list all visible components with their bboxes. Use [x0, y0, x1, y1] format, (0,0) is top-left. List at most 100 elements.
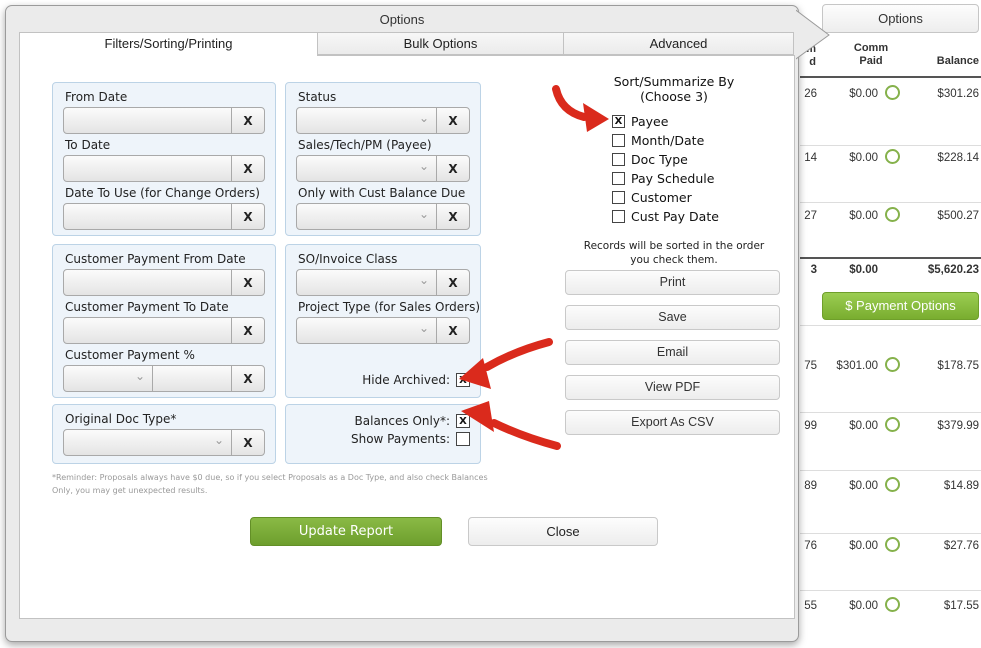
- customer-payment-filters-group: Customer Payment From Date X Customer Pa…: [52, 244, 276, 398]
- cust-payment-pct-select[interactable]: ⌄: [64, 366, 152, 391]
- original-doc-type-select[interactable]: ⌄: [64, 430, 231, 455]
- sales-tech-pm-control: ⌄ X: [296, 155, 470, 182]
- balance-cell: $27.76: [943, 540, 979, 552]
- status-circle-icon[interactable]: [885, 149, 900, 164]
- table-row: 89 $0.00 $14.89: [800, 477, 981, 498]
- cust-balance-due-clear-button[interactable]: X: [436, 204, 469, 229]
- status-circle-icon[interactable]: [885, 537, 900, 552]
- update-report-button[interactable]: Update Report: [250, 517, 442, 546]
- status-circle-icon[interactable]: [885, 477, 900, 492]
- customer-label: Customer: [631, 190, 692, 205]
- hide-archived-label: Hide Archived:: [362, 373, 450, 387]
- total-divider: [800, 257, 981, 259]
- pay-schedule-label: Pay Schedule: [631, 171, 715, 186]
- sort-subtitle: (Choose 3): [640, 89, 708, 104]
- cust-payment-pct-clear-button[interactable]: X: [231, 366, 264, 391]
- original-doc-type-control: ⌄ X: [63, 429, 265, 456]
- comm-header-line: Paid: [859, 55, 883, 67]
- cust-payment-to-clear-button[interactable]: X: [231, 318, 264, 343]
- status-circle-icon[interactable]: [885, 357, 900, 372]
- row-divider: [800, 145, 981, 146]
- project-type-clear-button[interactable]: X: [436, 318, 469, 343]
- status-filters-group: Status ⌄ X Sales/Tech/PM (Payee) ⌄ X Onl…: [285, 82, 481, 236]
- doc-type-checkbox[interactable]: [612, 153, 625, 166]
- tab-bulk-options[interactable]: Bulk Options: [317, 32, 564, 55]
- clipped-header-line: d: [809, 56, 816, 68]
- email-button[interactable]: Email: [565, 340, 780, 365]
- comm-paid-cell: $0.00: [849, 540, 878, 552]
- tab-advanced[interactable]: Advanced: [563, 32, 794, 55]
- column-header-comm-paid: Comm Paid: [840, 42, 902, 68]
- date-to-use-clear-button[interactable]: X: [231, 204, 264, 229]
- status-circle-icon[interactable]: [885, 597, 900, 612]
- cust-balance-due-select[interactable]: ⌄: [297, 204, 436, 229]
- status-control: ⌄ X: [296, 107, 470, 134]
- balance-cell: $228.14: [937, 152, 979, 164]
- status-clear-button[interactable]: X: [436, 108, 469, 133]
- clipped-cell: 14: [804, 152, 817, 164]
- payment-options-button[interactable]: $ Payment Options: [822, 292, 979, 320]
- cust-pay-date-checkbox[interactable]: [612, 210, 625, 223]
- to-date-input[interactable]: [64, 156, 231, 181]
- tab-bar: Filters/Sorting/Printing Bulk Options Ad…: [19, 32, 795, 56]
- field-label: Sales/Tech/PM (Payee): [298, 138, 432, 152]
- sort-title: Sort/Summarize By: [613, 74, 735, 89]
- from-date-input[interactable]: [64, 108, 231, 133]
- date-to-use-input[interactable]: [64, 204, 231, 229]
- status-select[interactable]: ⌄: [297, 108, 436, 133]
- comm-paid-cell: $0.00: [849, 210, 878, 222]
- pay-schedule-checkbox[interactable]: [612, 172, 625, 185]
- original-doc-type-group: Original Doc Type* ⌄ X: [52, 404, 276, 464]
- close-button[interactable]: Close: [468, 517, 658, 546]
- chevron-down-icon: ⌄: [418, 273, 429, 287]
- chevron-down-icon: ⌄: [418, 207, 429, 221]
- tab-filters-sorting-printing[interactable]: Filters/Sorting/Printing: [19, 32, 318, 56]
- clipped-cell: 89: [804, 480, 817, 492]
- field-label: Status: [298, 90, 337, 104]
- comm-paid-cell: $0.00: [849, 600, 878, 612]
- clipped-cell: 27: [804, 210, 817, 222]
- status-circle-icon[interactable]: [885, 85, 900, 100]
- to-date-clear-button[interactable]: X: [231, 156, 264, 181]
- show-payments-checkbox[interactable]: [456, 432, 470, 446]
- popover-pointer: [796, 9, 830, 60]
- export-csv-button[interactable]: Export As CSV: [565, 410, 780, 435]
- from-date-clear-button[interactable]: X: [231, 108, 264, 133]
- payee-checkbox[interactable]: X: [612, 115, 625, 128]
- chevron-down-icon: ⌄: [213, 433, 224, 447]
- save-button[interactable]: Save: [565, 305, 780, 330]
- balances-only-checkbox[interactable]: X: [456, 414, 470, 428]
- view-pdf-button[interactable]: View PDF: [565, 375, 780, 400]
- project-type-select[interactable]: ⌄: [297, 318, 436, 343]
- chevron-down-icon: ⌄: [418, 111, 429, 125]
- sort-option-pay-schedule: Pay Schedule: [612, 171, 781, 186]
- class-project-filters-group: SO/Invoice Class ⌄ X Project Type (for S…: [285, 244, 481, 398]
- sort-option-cust-pay-date: Cust Pay Date: [612, 209, 781, 224]
- customer-checkbox[interactable]: [612, 191, 625, 204]
- print-button[interactable]: Print: [565, 270, 780, 295]
- background-report-table: Options al m d Comm Paid Balance 26 $0.0…: [800, 0, 981, 648]
- cust-payment-from-clear-button[interactable]: X: [231, 270, 264, 295]
- table-row: 76 $0.00 $27.76: [800, 537, 981, 558]
- hide-archived-checkbox[interactable]: X: [456, 373, 470, 387]
- show-payments-row: Show Payments:: [296, 432, 470, 446]
- status-circle-icon[interactable]: [885, 207, 900, 222]
- cust-payment-pct-input[interactable]: [152, 366, 231, 391]
- header-divider: [800, 76, 981, 78]
- cust-payment-to-input[interactable]: [64, 318, 231, 343]
- dialog-content: From Date X To Date X Date To Use (for C…: [19, 55, 795, 619]
- original-doc-type-clear-button[interactable]: X: [231, 430, 264, 455]
- sales-tech-pm-clear-button[interactable]: X: [436, 156, 469, 181]
- comm-paid-cell: $0.00: [849, 152, 878, 164]
- date-to-use-control: X: [63, 203, 265, 230]
- background-options-button[interactable]: Options: [822, 4, 979, 33]
- so-invoice-class-clear-button[interactable]: X: [436, 270, 469, 295]
- so-invoice-class-select[interactable]: ⌄: [297, 270, 436, 295]
- clipped-header-line: m: [806, 43, 816, 55]
- sales-tech-pm-select[interactable]: ⌄: [297, 156, 436, 181]
- field-label: Customer Payment To Date: [65, 300, 229, 314]
- status-circle-icon[interactable]: [885, 417, 900, 432]
- chevron-down-icon: ⌄: [134, 369, 145, 383]
- month-date-checkbox[interactable]: [612, 134, 625, 147]
- cust-payment-from-input[interactable]: [64, 270, 231, 295]
